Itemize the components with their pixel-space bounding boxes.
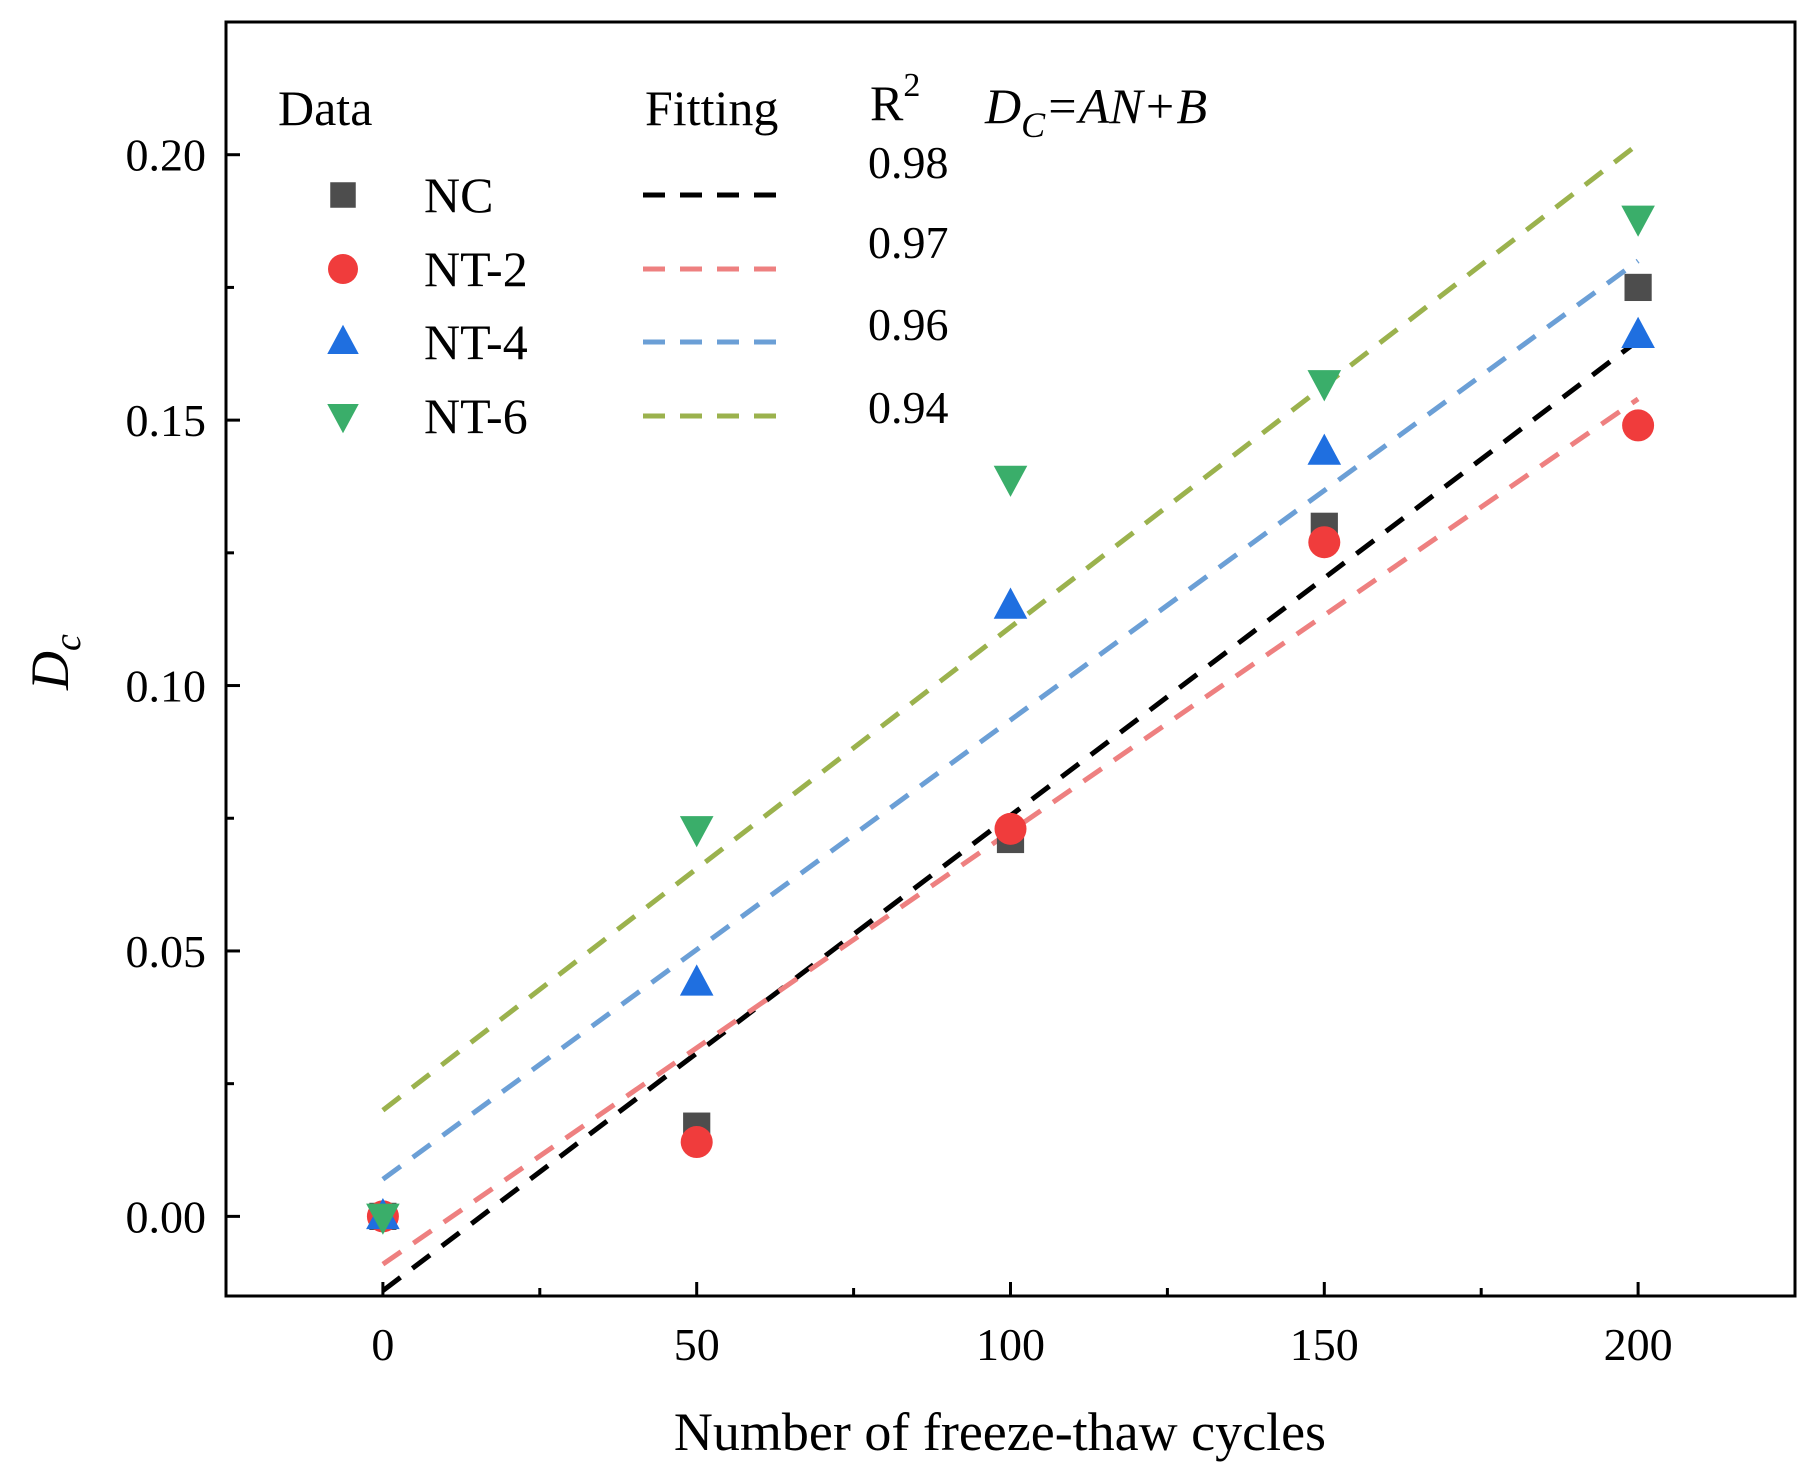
legend-marker-nt-6	[327, 404, 359, 434]
data-point-nt-4	[993, 587, 1028, 619]
x-tick-label: 100	[976, 1319, 1045, 1370]
data-points-layer	[366, 205, 1655, 1235]
equation-sub: C	[1021, 105, 1046, 145]
x-tick-label: 150	[1290, 1319, 1359, 1370]
legend-label-nt-2: NT-2	[424, 241, 528, 297]
legend-r2-sup: 2	[903, 67, 920, 104]
axes-layer: 0 50 100 150 200 0.00 0.05 0.10 0.15 0.20	[126, 130, 1673, 1370]
legend-label-nc: NC	[424, 167, 493, 223]
data-point-nt-4	[1307, 433, 1342, 465]
legend-marker-nt-2	[328, 254, 358, 284]
y-axis-title-sub: c	[47, 634, 89, 651]
data-point-nt-6	[679, 816, 714, 848]
data-point-nt-2	[994, 812, 1027, 845]
y-axis-title-base: D	[20, 651, 80, 691]
legend-label-nt-4: NT-4	[424, 314, 528, 370]
data-point-nc	[1624, 273, 1652, 302]
legend-r2-value-nt-6: 0.94	[868, 382, 949, 433]
legend-r2-value-nt-2: 0.97	[868, 217, 949, 268]
data-point-nt-4	[1621, 316, 1655, 348]
equation-rest: =AN+B	[1045, 78, 1207, 134]
data-point-nt-2	[1622, 409, 1655, 442]
data-point-nt-6	[1621, 205, 1655, 237]
fit-line-nt-6	[381, 142, 1640, 1113]
fit-line-nt-2	[381, 396, 1640, 1267]
x-tick-label: 0	[371, 1319, 394, 1370]
fit-line-nt-4	[381, 258, 1640, 1182]
legend-fitting-header: Fitting	[645, 80, 778, 136]
legend-r2-header: R2	[870, 67, 920, 131]
legend-r2-value-nc: 0.98	[868, 137, 949, 188]
plot-frame	[224, 20, 1797, 1298]
data-point-nt-6	[366, 1203, 400, 1235]
legend-label-nt-6: NT-6	[424, 388, 528, 444]
y-tick-label: 0.00	[126, 1191, 207, 1242]
data-point-nt-2	[1308, 526, 1341, 559]
y-tick-label: 0.20	[126, 130, 207, 181]
legend-r2-value-nt-4: 0.96	[868, 299, 949, 350]
data-point-nt-2	[680, 1126, 713, 1159]
legend-marker-nc	[330, 182, 356, 208]
legend-equation: DC=AN+B	[984, 78, 1207, 145]
y-tick-label: 0.10	[126, 661, 207, 712]
legend: Data Fitting R2 DC=AN+B NC 0.98 NT-2 0.97 NT-4 0.…	[278, 67, 1207, 444]
legend-data-header: Data	[278, 80, 372, 136]
fit-lines-layer	[381, 142, 1640, 1293]
data-point-nt-6	[993, 465, 1028, 497]
x-tick-label: 50	[674, 1319, 720, 1370]
legend-r2-base: R	[870, 75, 904, 131]
data-point-nt-4	[679, 964, 714, 996]
equation-d: D	[984, 78, 1021, 134]
data-point-nt-6	[1307, 370, 1342, 402]
x-axis-title: Number of freeze-thaw cycles	[674, 1402, 1326, 1462]
y-tick-label: 0.15	[126, 395, 207, 446]
y-axis-title: Dc	[20, 634, 89, 691]
y-tick-label: 0.05	[126, 926, 207, 977]
legend-marker-nt-4	[327, 324, 359, 354]
x-tick-label: 200	[1604, 1319, 1673, 1370]
